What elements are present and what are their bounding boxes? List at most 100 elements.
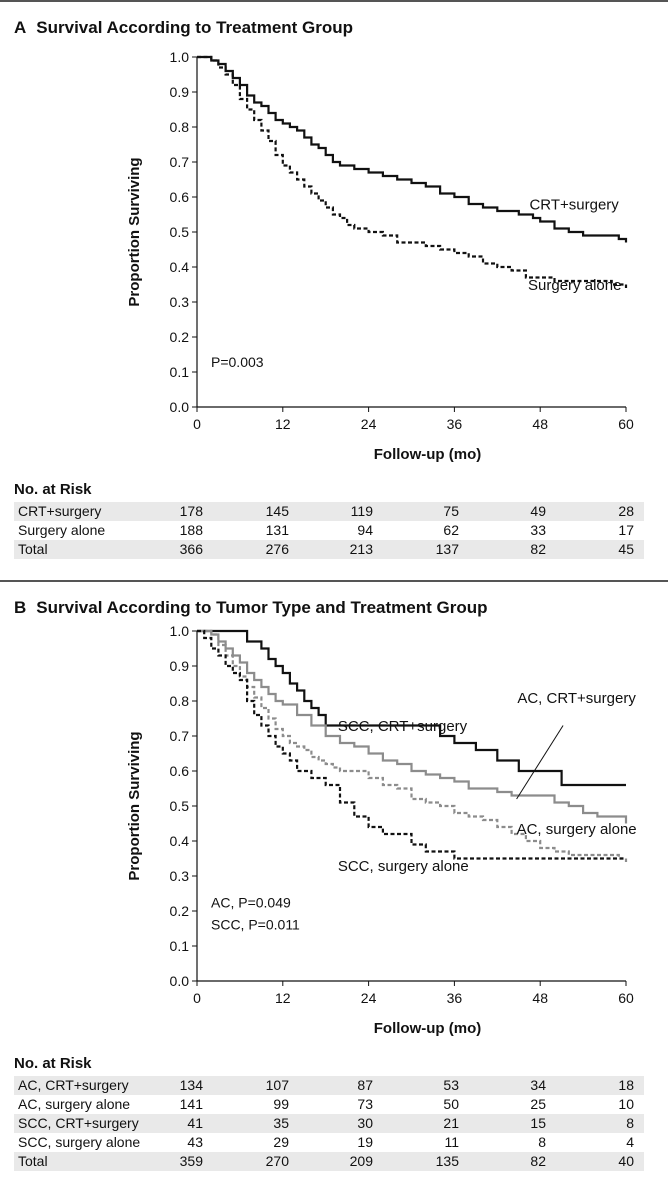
risk-cell: 43	[187, 1134, 203, 1150]
y-tick-label: 0.2	[170, 903, 190, 919]
y-tick-label: 0.7	[170, 728, 190, 744]
risk-cell: 82	[530, 1153, 546, 1169]
risk-cell: 15	[530, 1115, 546, 1131]
risk-cell: 4	[626, 1134, 634, 1150]
risk-table-a: No. at Risk CRT+surgery 178 145 119 75 49 28 Sur…	[14, 480, 644, 559]
risk-cell: 11	[444, 1134, 459, 1150]
risk-cell: 53	[443, 1077, 459, 1093]
p-value: P=0.003	[211, 354, 264, 370]
risk-cell: 178	[179, 503, 203, 519]
x-tick-label: 0	[193, 416, 201, 432]
y-tick-label: 0.8	[170, 119, 190, 135]
y-tick-label: 1.0	[170, 49, 190, 65]
risk-row: SCC, surgery alone 43 29 19 11 8 4	[14, 1133, 644, 1152]
risk-row-label: Surgery alone	[18, 522, 106, 538]
series-label: AC, surgery alone	[517, 821, 637, 838]
risk-cell: 25	[530, 1096, 546, 1112]
y-tick-label: 0.1	[170, 938, 190, 954]
risk-row: AC, surgery alone 141 99 73 50 25 10	[14, 1095, 644, 1114]
x-tick-label: 36	[447, 416, 463, 432]
risk-cell: 35	[273, 1115, 289, 1131]
risk-cell: 359	[179, 1153, 203, 1169]
panel-a: A Survival According to Treatment Group 0…	[0, 0, 668, 580]
x-tick-label: 48	[532, 990, 548, 1006]
series-label: SCC, surgery alone	[338, 858, 469, 875]
x-tick-label: 12	[275, 990, 291, 1006]
p-value: AC, P=0.049	[211, 895, 291, 911]
series-line-scc-crt-surgery	[197, 629, 626, 787]
risk-cell: 29	[273, 1134, 289, 1150]
risk-cell: 21	[443, 1115, 459, 1131]
risk-row-label: SCC, surgery alone	[18, 1134, 141, 1150]
y-tick-label: 0.0	[170, 399, 190, 415]
risk-cell: 119	[350, 503, 373, 519]
x-axis-title: Follow-up (mo)	[374, 1020, 481, 1037]
risk-cell: 18	[618, 1077, 634, 1093]
panel-a-title-text: Survival According to Treatment Group	[36, 18, 354, 37]
risk-row-label: CRT+surgery	[18, 503, 102, 519]
risk-cell: 30	[357, 1115, 373, 1131]
panel-b: B Survival According to Tumor Type and Tr…	[0, 580, 668, 1202]
risk-cell: 73	[357, 1096, 373, 1112]
risk-cell: 137	[435, 541, 459, 557]
series-label: Surgery alone	[528, 277, 621, 294]
risk-row: Total 359 270 209 135 82 40	[14, 1152, 644, 1171]
risk-cell: 141	[179, 1096, 203, 1112]
risk-row-label: AC, CRT+surgery	[18, 1077, 129, 1093]
series-line-ac-crt-surgery	[197, 629, 628, 824]
risk-cell: 8	[626, 1115, 634, 1131]
y-tick-label: 0.5	[170, 798, 190, 814]
risk-table-b: No. at Risk AC, CRT+surgery 134 107 87 53 34 18…	[14, 1054, 644, 1171]
y-axis-title: Proportion Surviving	[126, 731, 143, 880]
series-line-ac-surgery-alone	[197, 629, 628, 862]
y-tick-label: 0.3	[170, 294, 190, 310]
leader-line	[516, 725, 564, 800]
risk-cell: 134	[179, 1077, 203, 1093]
risk-cell: 41	[187, 1115, 203, 1131]
risk-row: SCC, CRT+surgery 41 35 30 21 15 8	[14, 1114, 644, 1133]
risk-cell: 17	[618, 522, 634, 538]
risk-cell: 87	[357, 1077, 373, 1093]
x-axis-title: Follow-up (mo)	[374, 446, 481, 463]
risk-cell: 276	[265, 541, 289, 557]
risk-cell: 62	[443, 522, 459, 538]
panel-b-letter: B	[14, 598, 27, 617]
y-tick-label: 0.9	[170, 84, 190, 100]
risk-row: Surgery alone 188 131 94 62 33 17	[14, 521, 644, 540]
risk-row-label: Total	[18, 1153, 48, 1169]
y-tick-label: 0.0	[170, 973, 190, 989]
panel-b-title: B Survival According to Tumor Type and Tr…	[14, 598, 487, 618]
risk-cell: 94	[357, 522, 373, 538]
risk-cell: 145	[265, 503, 289, 519]
x-tick-label: 12	[275, 416, 291, 432]
risk-table-title: No. at Risk	[14, 1055, 92, 1072]
y-axis-title: Proportion Surviving	[126, 157, 143, 306]
y-tick-label: 0.6	[170, 763, 190, 779]
risk-cell: 28	[618, 503, 634, 519]
risk-cell: 99	[273, 1096, 289, 1112]
y-tick-label: 0.4	[170, 259, 190, 275]
risk-row-label: SCC, CRT+surgery	[18, 1115, 139, 1131]
y-tick-label: 0.8	[170, 693, 190, 709]
risk-cell: 131	[265, 522, 289, 538]
risk-cell: 10	[618, 1096, 634, 1112]
risk-cell: 188	[179, 522, 203, 538]
risk-cell: 19	[357, 1134, 373, 1150]
y-tick-label: 1.0	[170, 623, 190, 639]
panel-b-title-text: Survival According to Tumor Type and Tre…	[36, 598, 488, 617]
series-label: AC, CRT+surgery	[517, 690, 636, 707]
series-line-surgery-alone	[197, 55, 628, 288]
y-tick-label: 0.1	[170, 364, 190, 380]
y-tick-label: 0.3	[170, 868, 190, 884]
risk-row: AC, CRT+surgery 134 107 87 53 34 18	[14, 1076, 644, 1095]
risk-cell: 8	[538, 1134, 546, 1150]
risk-row: Total 366 276 213 137 82 45	[14, 540, 644, 559]
panel-a-title: A Survival According to Treatment Group	[14, 18, 353, 38]
x-tick-label: 24	[361, 990, 377, 1006]
risk-cell: 34	[530, 1077, 546, 1093]
risk-cell: 49	[530, 503, 546, 519]
risk-cell: 366	[179, 541, 203, 557]
risk-table-title: No. at Risk	[14, 481, 92, 498]
series-label: CRT+surgery	[529, 196, 619, 213]
chart-a: 0.0 0.1 0.2 0.3 0.4 0.5 0.6 0.7 0.8 0.9 1.0 0 12 24 36…	[126, 49, 634, 463]
